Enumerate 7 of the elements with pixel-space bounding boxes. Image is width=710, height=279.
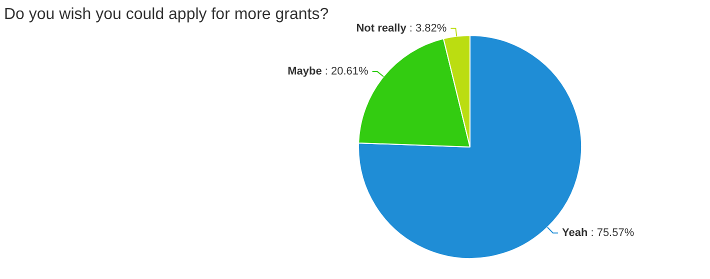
slice-label: Not really <box>356 22 408 34</box>
slice-label: Yeah <box>562 227 588 240</box>
slice-label: Maybe <box>288 66 322 78</box>
data-label: : 3.82% <box>406 22 447 34</box>
data-label: : 20.61% <box>322 66 369 78</box>
chart-title: Do you wish you could apply for more grants? <box>4 6 329 24</box>
data-label: : 75.57% <box>588 227 634 240</box>
